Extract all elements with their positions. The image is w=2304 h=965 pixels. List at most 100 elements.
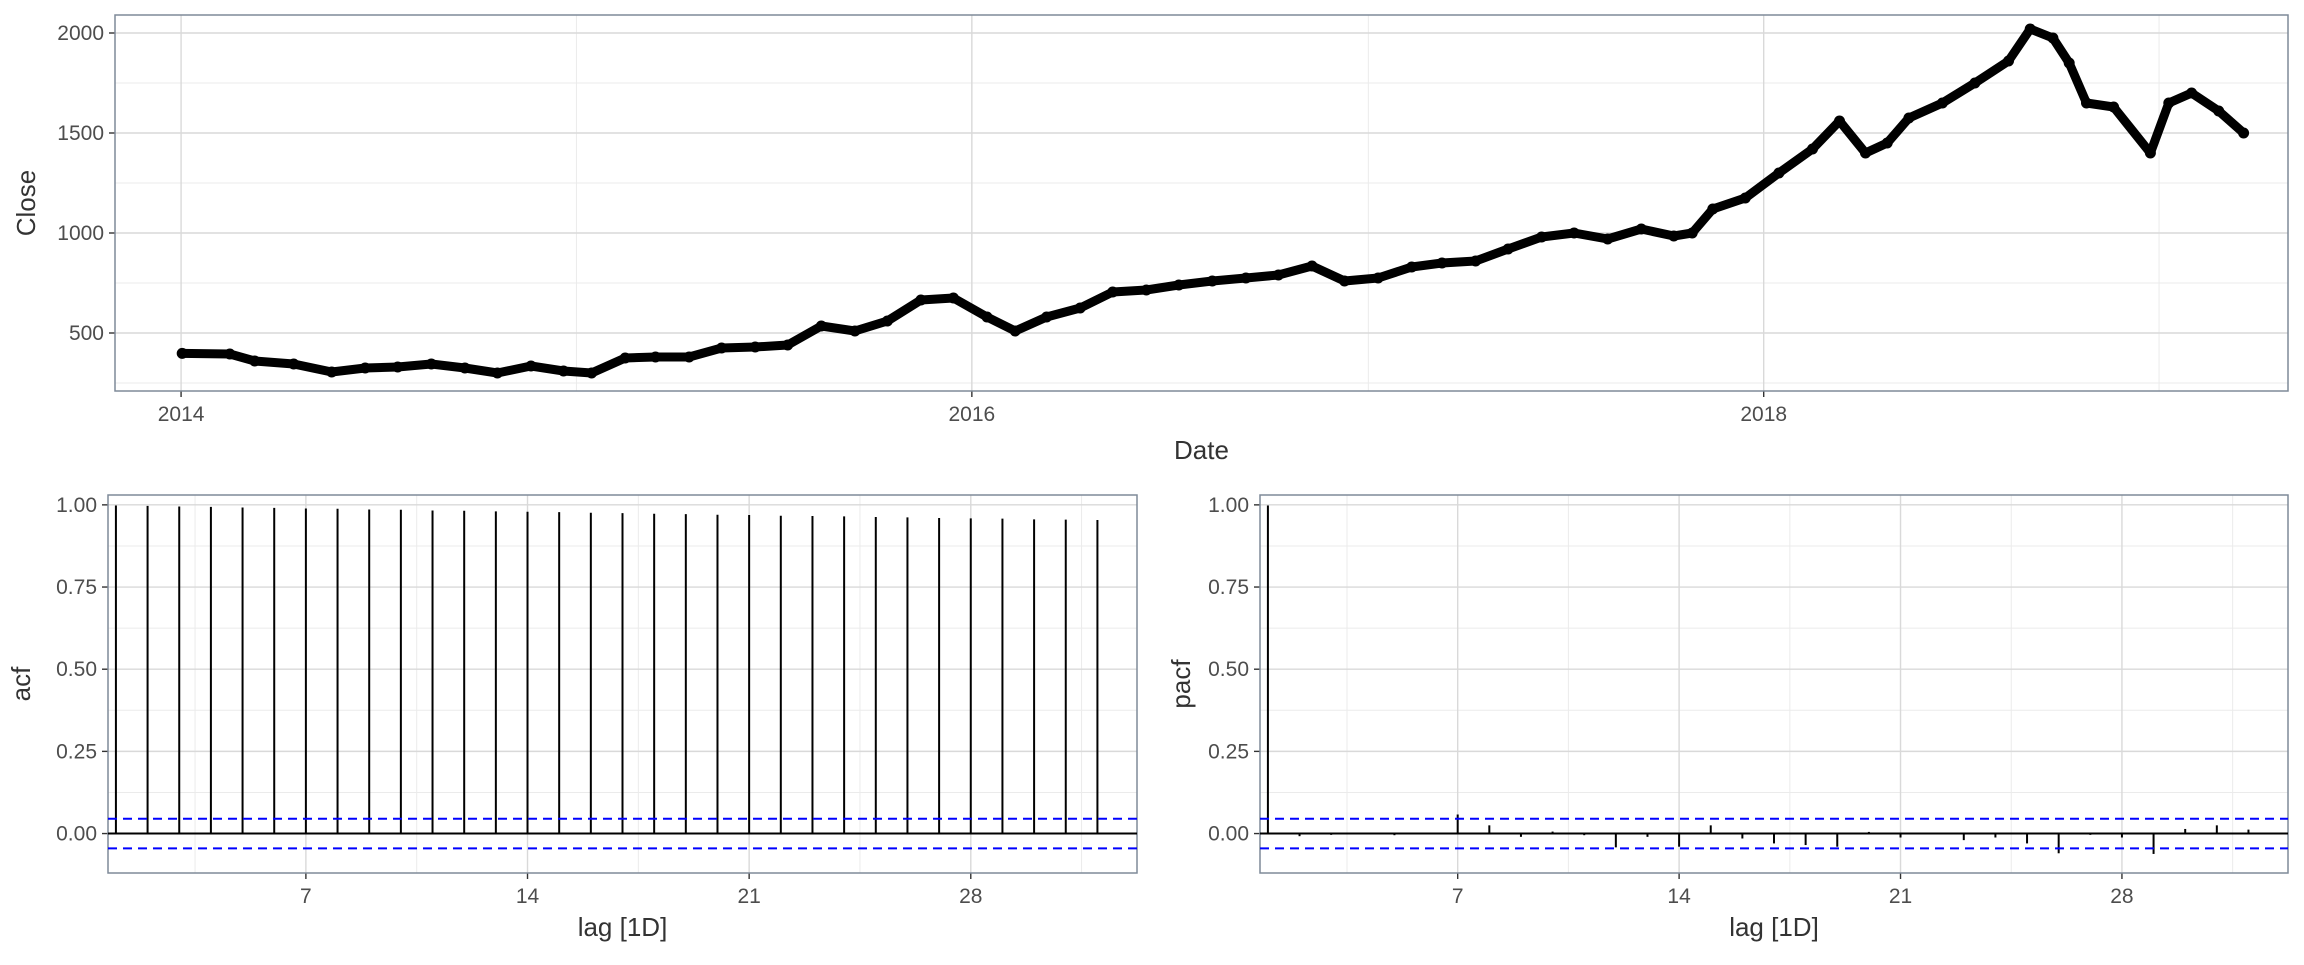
close-price-point: [1773, 167, 1785, 179]
close-price-point: [2186, 87, 2198, 99]
x-tick-label: 21: [737, 885, 760, 908]
close-price-point: [650, 351, 661, 363]
close-price-series: [177, 24, 2249, 378]
close-price-point: [1173, 279, 1185, 291]
close-price-point: [2081, 97, 2092, 109]
close-price-point: [716, 342, 728, 354]
close-price-point: [1969, 77, 1981, 89]
close-price-point: [1860, 147, 1871, 159]
y-tick-label: 1500: [57, 122, 104, 145]
y-tick-label: 500: [69, 322, 104, 345]
close-price-point: [1074, 302, 1086, 314]
panel-border: [107, 494, 1138, 874]
close-price-point: [249, 355, 261, 367]
close-price-point: [782, 339, 794, 351]
y-tick-label: 0.25: [56, 740, 97, 763]
close-price-point: [1406, 261, 1418, 273]
close-price-point: [2003, 55, 2014, 67]
close-price-point: [1881, 137, 1893, 149]
close-price-point: [459, 362, 471, 374]
close-price-point: [2238, 127, 2250, 139]
close-price-point: [1240, 272, 1252, 284]
close-price-point: [1536, 231, 1548, 243]
x-axis-title: Date: [1174, 435, 1229, 465]
close-price-point: [392, 361, 404, 373]
close-price-point: [881, 315, 893, 327]
close-price-point: [1470, 255, 1482, 267]
close-price-point: [558, 365, 569, 377]
close-price-point: [749, 341, 761, 353]
close-price-point: [683, 351, 695, 363]
close-price-point: [326, 366, 338, 378]
x-tick-label: 14: [1667, 885, 1691, 908]
close-price-point: [1140, 284, 1152, 296]
close-price-point: [1686, 227, 1698, 239]
close-price-point: [815, 320, 827, 332]
x-tick-label: 2016: [948, 403, 995, 426]
x-tick-label: 2018: [1740, 403, 1787, 426]
x-tick-label: 28: [959, 885, 982, 908]
x-tick-label: 7: [300, 885, 312, 908]
close-price-point: [947, 292, 959, 304]
x-tick-label: 7: [1452, 885, 1464, 908]
x-tick-label: 2014: [158, 403, 205, 426]
y-tick-label: 1000: [57, 222, 104, 245]
close-price-point: [849, 325, 861, 337]
close-price-point: [176, 347, 188, 359]
acf-panel: 7 14 21 28 0.00 0.25 0.50 0.75 1.00 lag [1D] acf: [6, 494, 1138, 942]
close-price-point: [1339, 275, 1350, 287]
close-price-point: [1502, 243, 1514, 255]
y-axis-title: pacf: [1166, 659, 1196, 709]
close-price-point: [915, 294, 927, 306]
close-price-point: [288, 358, 300, 370]
y-tick-label: 0.25: [1208, 740, 1249, 763]
close-price-point: [2024, 23, 2036, 35]
panel-border: [1259, 494, 2289, 874]
y-tick-label: 0.00: [56, 823, 97, 846]
close-price-point: [1107, 286, 1119, 298]
y-axis-title: acf: [6, 666, 36, 701]
close-price-point: [2213, 105, 2225, 117]
close-price-point: [491, 367, 503, 379]
close-price-point: [1272, 269, 1284, 281]
x-tick-label: 28: [2110, 885, 2133, 908]
pacf-panel: 7 14 21 28 0.00 0.25 0.50 0.75 1.00 lag [1D] pacf: [1166, 494, 2289, 942]
close-price-point: [224, 348, 236, 360]
close-price-point: [1372, 272, 1384, 284]
close-price-point: [1936, 97, 1948, 109]
x-axis-title: lag [1D]: [1729, 912, 1819, 942]
y-tick-label: 0.75: [1208, 576, 1249, 599]
close-price-point: [1807, 143, 1818, 155]
price-panel: 2014 2016 2018 500 1000 1500 2000 Date Close: [11, 14, 2289, 465]
close-price-point: [359, 362, 371, 374]
panel-border: [114, 14, 2289, 392]
close-price-point: [1436, 257, 1448, 269]
close-price-point: [2047, 32, 2059, 44]
y-tick-label: 1.00: [56, 494, 97, 517]
close-price-point: [1903, 112, 1915, 124]
close-price-point: [1206, 275, 1218, 287]
y-tick-label: 0.50: [1208, 658, 1249, 681]
close-price-point: [1009, 325, 1021, 337]
close-price-point: [425, 358, 437, 370]
x-tick-label: 14: [516, 885, 540, 908]
close-price-point: [1668, 230, 1680, 242]
x-axis-title: lag [1D]: [578, 912, 668, 942]
close-price-point: [2144, 147, 2156, 159]
close-price-point: [1041, 311, 1053, 323]
y-tick-label: 0.50: [56, 658, 97, 681]
close-price-point: [2063, 57, 2075, 69]
close-price-point: [1739, 192, 1751, 204]
close-price-point: [1707, 203, 1719, 215]
y-tick-label: 1.00: [1208, 494, 1249, 517]
close-price-point: [525, 360, 537, 372]
close-price-point: [1834, 115, 1845, 127]
y-tick-label: 0.75: [56, 576, 97, 599]
y-tick-label: 2000: [57, 22, 104, 45]
close-price-point: [1635, 223, 1647, 235]
close-price-point: [1602, 233, 1614, 245]
close-price-point: [1568, 227, 1580, 239]
close-price-point: [619, 352, 631, 364]
